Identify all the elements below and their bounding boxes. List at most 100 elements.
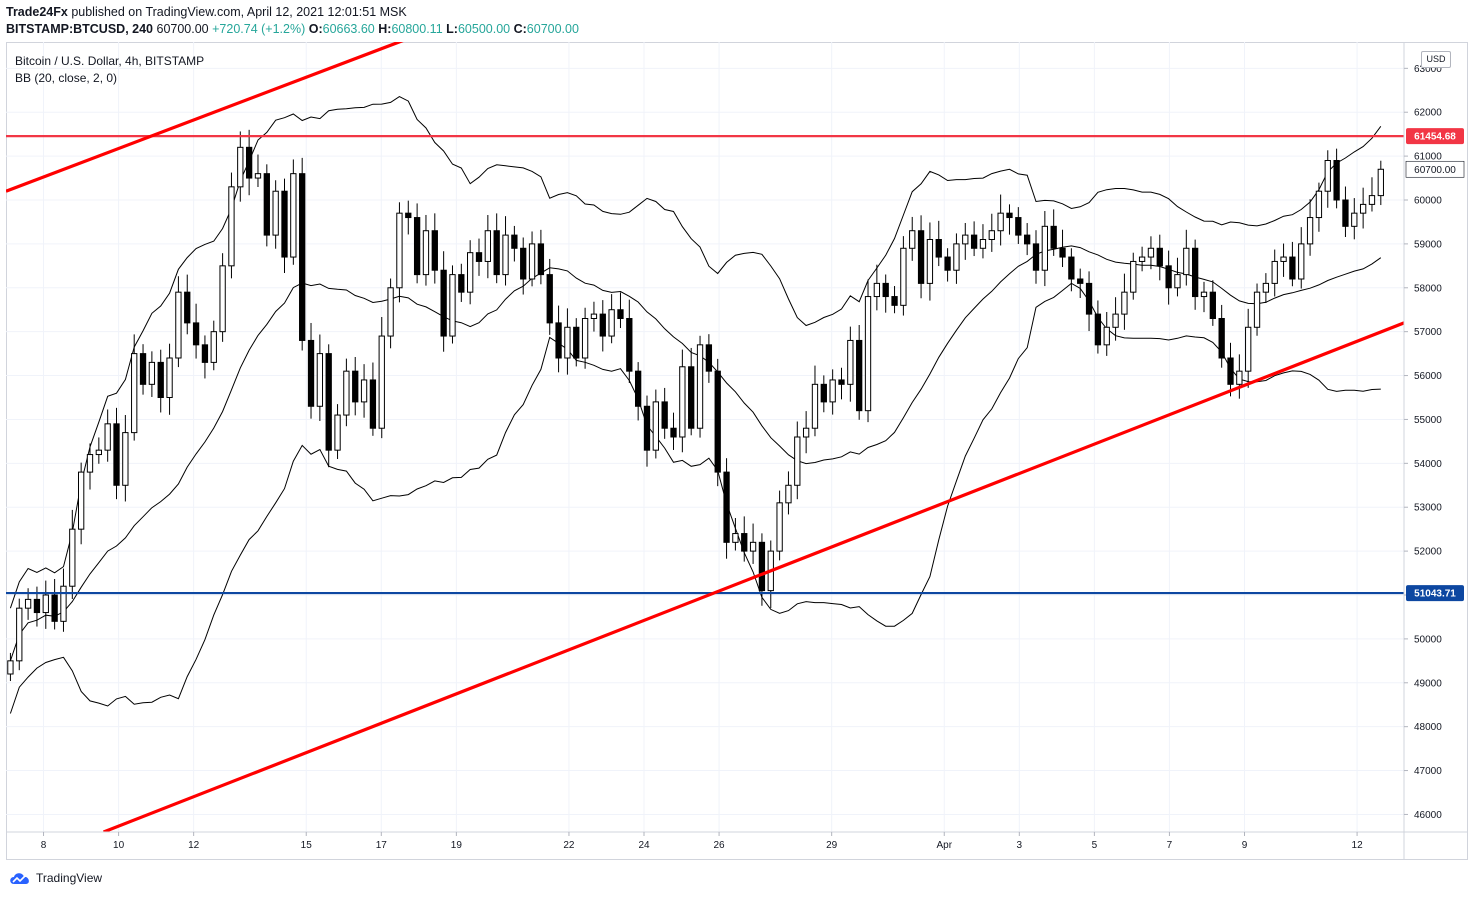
author-name[interactable]: Trade24Fx	[6, 5, 68, 19]
candle-body-up	[219, 265, 226, 333]
support-price-tag: 51043.71	[1406, 585, 1464, 602]
candle-body-up	[1041, 225, 1048, 271]
candle-body-down	[325, 353, 332, 451]
candle-body-down	[599, 313, 606, 337]
candle-body-up	[86, 454, 94, 473]
candle	[679, 349, 686, 453]
candle-body-up	[60, 585, 67, 622]
candle	[1068, 248, 1075, 292]
candle	[599, 300, 606, 352]
price-tick-label: 52000	[1414, 547, 1442, 558]
candle	[387, 278, 394, 349]
candle-body-down	[935, 239, 942, 258]
candle-body-down	[661, 401, 668, 429]
candle	[1183, 229, 1190, 286]
candle	[86, 443, 94, 490]
currency-button[interactable]: USD	[1421, 51, 1451, 68]
candle	[581, 307, 589, 369]
candle-body-up	[608, 309, 615, 337]
candle-body-down	[299, 173, 306, 341]
candle-body-up	[1174, 274, 1181, 289]
candle-body-down	[1085, 282, 1093, 315]
candle	[237, 131, 244, 202]
candle	[917, 215, 925, 299]
candle	[51, 578, 58, 630]
price-tick-label: 49000	[1414, 678, 1442, 689]
close-value: 60700.00	[526, 22, 579, 36]
candle	[741, 516, 748, 562]
candle-body-up	[360, 379, 368, 403]
candle-body-up	[1359, 203, 1367, 214]
horizontal-levels	[6, 135, 1404, 595]
candle-body-up	[926, 239, 934, 284]
candle	[263, 164, 270, 247]
candle	[555, 305, 562, 373]
price-tags: 61454.68 51043.71 60700.00	[1405, 128, 1465, 602]
price-tick-label: 63000	[1414, 64, 1442, 75]
candle	[882, 274, 889, 313]
candle	[626, 299, 633, 384]
candle-body-up	[1245, 326, 1252, 372]
price-tick-label: 50000	[1414, 634, 1442, 645]
candle	[705, 334, 713, 383]
candle	[926, 222, 934, 301]
time-tick-label: 10	[113, 840, 125, 851]
last-price-tag: 60700.00	[1405, 160, 1465, 178]
candle-body-up	[502, 234, 509, 276]
candle-body-down	[431, 230, 438, 271]
candle	[1315, 182, 1323, 232]
series-legend[interactable]: Bitcoin / U.S. Dollar, 4h, BITSTAMP	[15, 54, 205, 68]
candle	[192, 303, 200, 359]
candle	[405, 200, 412, 235]
trendlines	[6, 42, 1404, 832]
time-tick-label: 29	[826, 840, 838, 851]
candle-body-up	[900, 247, 907, 306]
candle-body-down	[1191, 247, 1199, 298]
candle-body-up	[997, 212, 1004, 232]
candle	[42, 580, 49, 629]
candle	[1280, 243, 1287, 277]
candle-body-down	[493, 230, 500, 276]
candle-body-up	[122, 432, 129, 486]
candle-body-up	[1315, 190, 1323, 219]
candle-body-up	[829, 379, 836, 403]
candle	[520, 237, 527, 295]
bb-lower-band	[9, 282, 1381, 714]
candle	[1006, 204, 1013, 235]
candle-body-down	[307, 339, 315, 407]
candle-body-up	[343, 370, 350, 416]
candle-body-up	[69, 528, 76, 587]
candle-body-up	[785, 484, 792, 504]
indicator-legend[interactable]: BB (20, close, 2, 0)	[15, 71, 118, 85]
high-label: H:	[378, 22, 392, 36]
chart-frame	[6, 42, 1468, 860]
candle-body-up	[1271, 260, 1278, 284]
candle	[785, 471, 792, 515]
candle-body-down	[634, 370, 642, 407]
candle	[537, 229, 545, 285]
candle	[1094, 300, 1102, 354]
candle-body-down	[1209, 291, 1216, 319]
candle-body-down	[1032, 243, 1040, 271]
candle	[1121, 273, 1128, 330]
tradingview-logo[interactable]: TradingView	[8, 870, 102, 886]
candle	[316, 334, 324, 421]
candle-body-up	[1298, 243, 1305, 280]
candle-body-up	[396, 212, 403, 289]
cloud-icon	[10, 873, 29, 884]
candle	[1032, 230, 1040, 284]
candle	[1271, 249, 1278, 297]
candle	[343, 358, 350, 427]
open-value: 60663.60	[322, 22, 375, 36]
candle	[1200, 281, 1208, 313]
candle	[953, 233, 960, 284]
candle-body-down	[281, 190, 288, 258]
candle-body-down	[1227, 357, 1234, 385]
candle-body-up	[679, 366, 686, 438]
candle	[467, 240, 474, 305]
candle	[175, 276, 182, 368]
candle-body-up	[484, 230, 492, 262]
candle	[352, 356, 359, 416]
last-price-text: 60700.00	[156, 22, 209, 36]
